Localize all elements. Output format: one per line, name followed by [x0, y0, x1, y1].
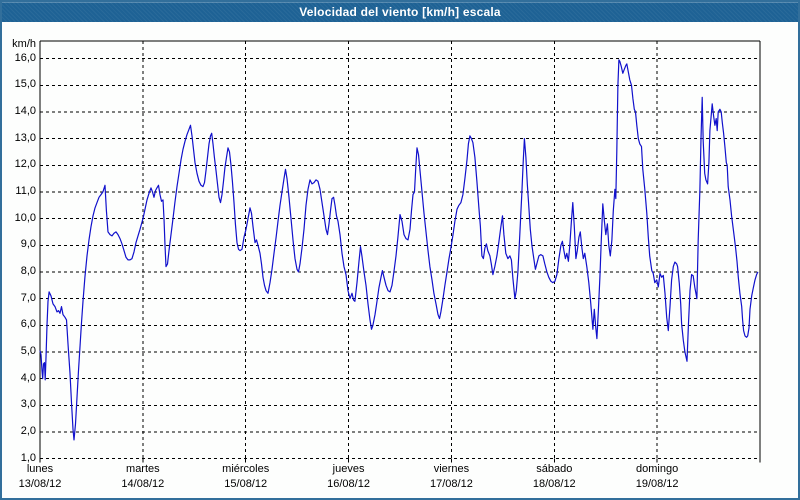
x-day-label: viernes [433, 463, 470, 475]
x-day-label: sábado [536, 463, 573, 475]
y-tick-label: 14,0 [14, 104, 36, 117]
y-tick-label: 12,0 [14, 158, 36, 171]
y-axis-unit-label: km/h [12, 38, 36, 50]
y-tick-label: 11,0 [15, 184, 36, 197]
y-tick-label: 16,0 [14, 51, 36, 64]
wind-speed-line [39, 59, 759, 441]
y-tick-label: 15,0 [14, 78, 36, 91]
x-day-label: domingo [636, 463, 679, 475]
window-title-bar: Velocidad del viento [km/h] escala [2, 2, 798, 22]
y-tick-label: 13,0 [14, 131, 36, 144]
y-tick-label: 2,0 [20, 424, 36, 437]
y-tick-label: 8,0 [20, 264, 36, 277]
y-tick-label: 7,0 [20, 291, 36, 304]
x-date-label: 15/08/12 [224, 478, 268, 490]
x-day-label: jueves [332, 463, 365, 475]
chart-content: km/h 16,0 15,0 14,0 13,0 12,0 11,0 10,0 9,0 8,0 7… [2, 22, 798, 498]
y-tick-label: 3,0 [20, 398, 36, 411]
y-tick-label: 4,0 [20, 371, 36, 384]
y-tick-label: 1,0 [20, 451, 36, 464]
y-tick-label: 6,0 [20, 318, 36, 331]
x-date-label: 16/08/12 [327, 478, 370, 490]
plot-area [39, 40, 761, 463]
page-title: Velocidad del viento [km/h] escala [299, 5, 501, 19]
x-day-label: martes [126, 463, 160, 475]
y-tick-label: 9,0 [20, 238, 36, 251]
x-date-label: 14/08/12 [121, 478, 165, 490]
x-day-label: miércoles [222, 463, 270, 475]
y-tick-label: 5,0 [20, 344, 36, 357]
x-date-label: 13/08/12 [18, 478, 62, 490]
x-date-label: 18/08/12 [532, 478, 576, 490]
x-date-label: 17/08/12 [430, 478, 473, 490]
x-date-label: 19/08/12 [635, 478, 679, 490]
x-day-label: lunes [26, 463, 54, 475]
y-tick-label: 10,0 [14, 211, 36, 224]
